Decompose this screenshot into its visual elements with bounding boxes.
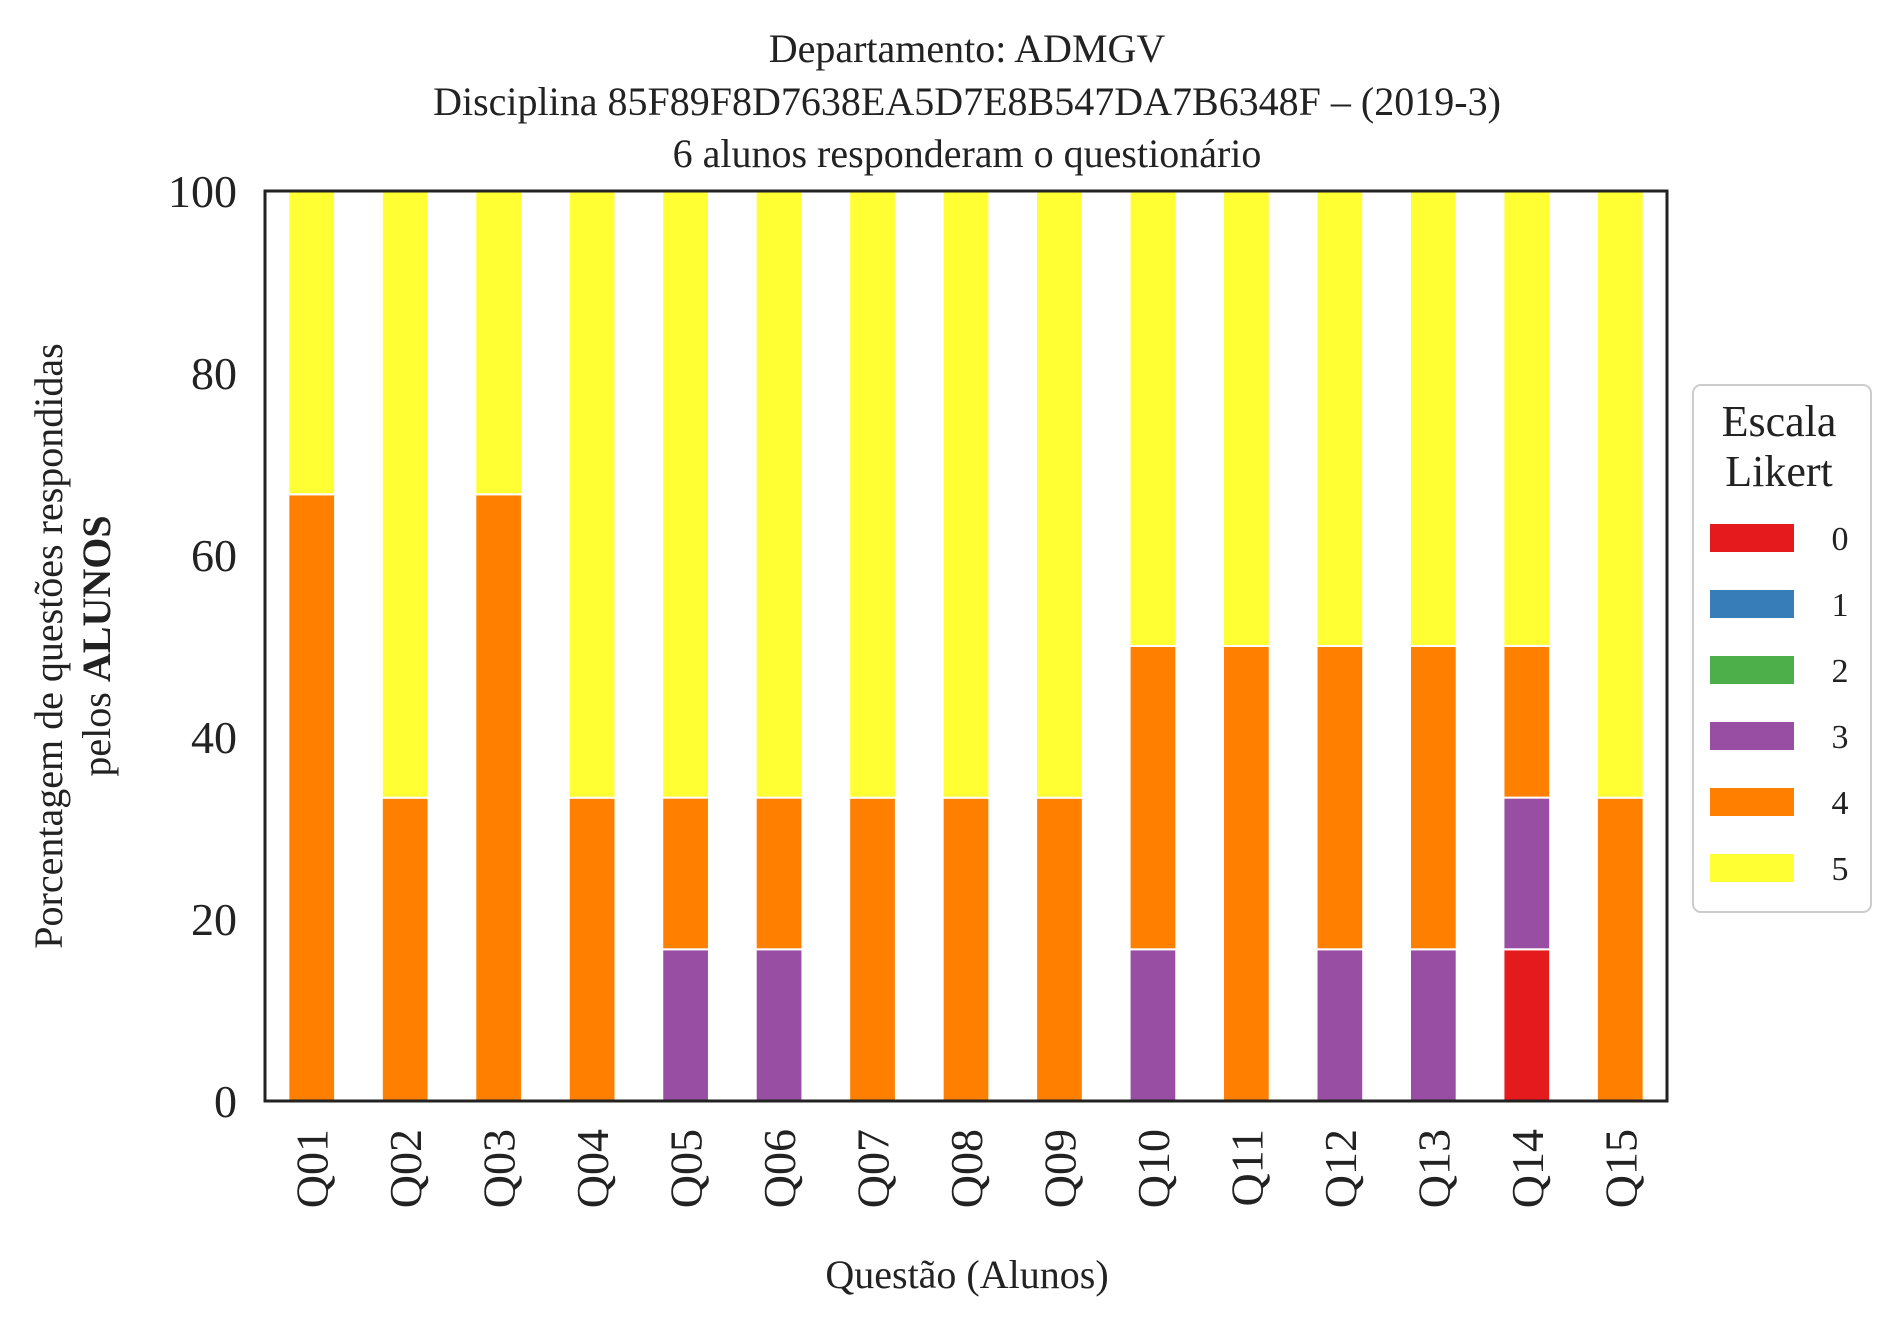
bar-q14-likert-4 bbox=[1502, 644, 1552, 799]
legend-swatch-4 bbox=[1710, 788, 1794, 816]
bar-q14-likert-0 bbox=[1502, 948, 1552, 1102]
legend-title-line-1: Escala bbox=[1722, 397, 1837, 446]
x-axis-ticks: Q01 Q02 Q03 Q04 Q05 Q06 Q07 Q08 Q09 Q10 Q11 Q12 Q13 Q… bbox=[287, 1129, 1647, 1208]
bar-q12-likert-3 bbox=[1315, 948, 1365, 1102]
y-tick-label-100: 100 bbox=[168, 166, 237, 217]
legend-frame bbox=[1692, 384, 1872, 913]
bars-layer bbox=[287, 189, 1645, 1102]
x-tick-label-q11: Q11 bbox=[1221, 1129, 1272, 1207]
x-tick-label-q10: Q10 bbox=[1128, 1129, 1179, 1208]
y-tick-label-40: 40 bbox=[191, 712, 237, 763]
bar-q05-likert-4 bbox=[661, 796, 710, 951]
bar-q14-likert-5 bbox=[1502, 189, 1552, 647]
bar-q07-likert-5 bbox=[848, 190, 897, 799]
x-axis-label: Questão (Alunos) bbox=[825, 1252, 1108, 1297]
bar-q12-likert-5 bbox=[1315, 190, 1365, 647]
bar-q11-likert-5 bbox=[1222, 190, 1271, 647]
bar-q01-likert-5 bbox=[287, 190, 337, 496]
bar-q13-likert-3 bbox=[1408, 948, 1458, 1102]
x-tick-label-q01: Q01 bbox=[287, 1129, 338, 1208]
bar-q11-likert-4 bbox=[1222, 645, 1271, 1102]
x-tick-label-q02: Q02 bbox=[380, 1129, 431, 1208]
y-axis-label-bold: ALUNOS bbox=[74, 515, 119, 682]
bar-q08-likert-5 bbox=[941, 190, 991, 799]
bar-q12-likert-4 bbox=[1315, 645, 1365, 951]
bar-q06-likert-5 bbox=[754, 189, 804, 799]
x-tick-label-q06: Q06 bbox=[754, 1129, 805, 1208]
legend-label-3: 3 bbox=[1832, 719, 1849, 756]
legend-label-2: 2 bbox=[1832, 653, 1849, 690]
bar-q03-likert-5 bbox=[474, 190, 524, 496]
bar-q04-likert-4 bbox=[567, 796, 617, 1102]
bar-q08-likert-4 bbox=[941, 796, 991, 1102]
x-tick-label-q04: Q04 bbox=[567, 1129, 618, 1208]
title-line-1: Departamento: ADMGV bbox=[769, 26, 1166, 71]
legend-title-line-2: Likert bbox=[1725, 447, 1833, 496]
y-axis-label-line-2: pelos ALUNOS bbox=[74, 515, 119, 776]
legend-swatch-0 bbox=[1710, 524, 1794, 552]
bar-q09-likert-4 bbox=[1035, 796, 1084, 1102]
legend-label-5: 5 bbox=[1832, 851, 1849, 888]
y-axis-label-prefix: pelos bbox=[74, 682, 119, 776]
bar-q14-likert-3 bbox=[1502, 796, 1552, 951]
x-tick-label-q14: Q14 bbox=[1502, 1129, 1553, 1208]
plot-frame bbox=[263, 189, 1669, 1103]
bar-q10-likert-4 bbox=[1128, 645, 1178, 951]
title-line-2: Disciplina 85F89F8D7638EA5D7E8B547DA7B63… bbox=[433, 79, 1501, 124]
bar-q06-likert-3 bbox=[754, 948, 804, 1102]
legend-swatch-2 bbox=[1710, 656, 1794, 684]
legend-swatch-3 bbox=[1710, 722, 1794, 750]
y-axis-label-line-1: Porcentagem de questões respondidas bbox=[26, 343, 71, 948]
legend-items: 0 1 2 3 4 5 bbox=[1710, 521, 1849, 888]
y-axis-ticks: 0 20 40 60 80 100 bbox=[168, 166, 237, 1127]
x-tick-label-q05: Q05 bbox=[661, 1129, 712, 1208]
bar-q13-likert-4 bbox=[1408, 645, 1458, 951]
x-tick-label-q07: Q07 bbox=[848, 1129, 899, 1208]
y-tick-label-80: 80 bbox=[191, 348, 237, 399]
bar-q10-likert-3 bbox=[1128, 948, 1178, 1102]
y-tick-label-20: 20 bbox=[191, 894, 237, 945]
y-axis-label: Porcentagem de questões respondidas pelo… bbox=[26, 343, 119, 948]
x-tick-label-q03: Q03 bbox=[474, 1129, 525, 1208]
legend-label-1: 1 bbox=[1832, 587, 1849, 624]
bar-q02-likert-5 bbox=[380, 190, 430, 799]
title-line-3: 6 alunos responderam o questionário bbox=[673, 131, 1262, 176]
x-tick-label-q12: Q12 bbox=[1315, 1129, 1366, 1208]
legend-label-0: 0 bbox=[1832, 521, 1849, 558]
bar-q05-likert-5 bbox=[661, 189, 710, 799]
bar-q04-likert-5 bbox=[567, 190, 617, 799]
bar-q06-likert-4 bbox=[754, 796, 804, 951]
bar-q09-likert-5 bbox=[1035, 190, 1084, 799]
x-tick-label-q08: Q08 bbox=[941, 1129, 992, 1208]
bar-q10-likert-5 bbox=[1128, 190, 1178, 647]
legend-swatch-5 bbox=[1710, 854, 1794, 882]
x-tick-label-q09: Q09 bbox=[1034, 1129, 1085, 1208]
bar-q03-likert-4 bbox=[474, 493, 524, 1102]
x-tick-label-q13: Q13 bbox=[1408, 1129, 1459, 1208]
legend: Escala Likert 0 1 2 3 4 5 bbox=[1692, 384, 1872, 913]
bar-q01-likert-4 bbox=[287, 493, 337, 1102]
chart-title: Departamento: ADMGV Disciplina 85F89F8D7… bbox=[433, 26, 1501, 176]
bar-q07-likert-4 bbox=[848, 796, 897, 1102]
y-tick-label-0: 0 bbox=[214, 1076, 237, 1127]
bar-q15-likert-5 bbox=[1595, 190, 1645, 799]
bar-q05-likert-3 bbox=[661, 948, 710, 1102]
x-tick-label-q15: Q15 bbox=[1595, 1129, 1646, 1208]
legend-label-4: 4 bbox=[1832, 785, 1849, 822]
legend-swatch-1 bbox=[1710, 590, 1794, 618]
bar-q02-likert-4 bbox=[380, 796, 430, 1102]
y-tick-label-60: 60 bbox=[191, 530, 237, 581]
bar-q15-likert-4 bbox=[1595, 796, 1645, 1102]
bar-q13-likert-5 bbox=[1408, 190, 1458, 647]
